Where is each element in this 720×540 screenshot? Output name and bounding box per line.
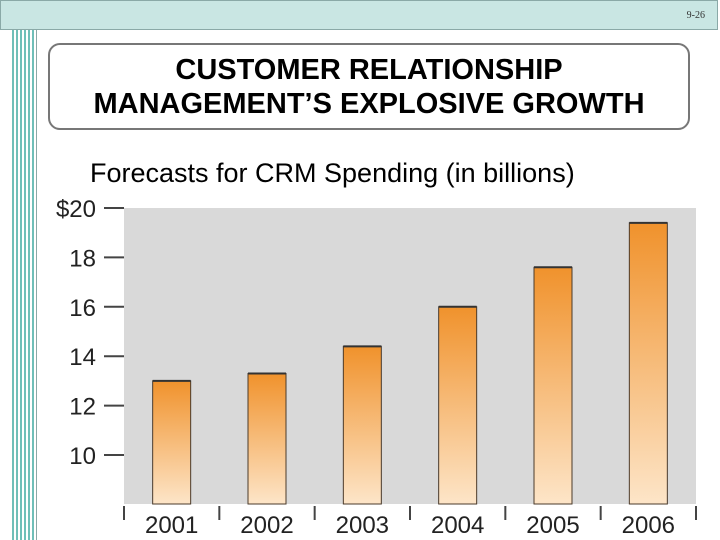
y-axis: 10 12 14 16 18 $20 [56,196,124,470]
title-box: CUSTOMER RELATIONSHIP MANAGEMENT’S EXPLO… [48,43,690,130]
bar-2001 [152,380,192,505]
decorative-stripes [10,30,37,540]
slide-header-bar: 9-26 [0,0,718,30]
y-tick-label: 14 [69,344,96,371]
y-tick-label: 16 [69,295,96,322]
y-tick-label: 10 [69,443,96,470]
slide-number: 9-26 [686,10,705,21]
y-tick-label: $20 [56,196,96,223]
x-axis: 2001 2002 2003 2004 2005 2006 [123,506,697,539]
slide-title-line-1: CUSTOMER RELATIONSHIP [175,53,563,86]
x-tick-label: 2005 [526,512,579,539]
bar-2004 [438,306,478,505]
x-tick-label: 2001 [145,512,198,539]
bar-2003 [342,345,382,505]
y-tick-label: 12 [69,394,96,421]
x-tick-label: 2002 [240,512,293,539]
bar-2005 [533,266,573,505]
plot-area [124,208,696,504]
bar-2006 [628,222,668,505]
y-tick-label: 18 [69,245,96,272]
x-tick-label: 2003 [336,512,389,539]
bars [152,221,668,505]
x-tick-label: 2004 [431,512,484,539]
x-tick-label: 2006 [622,512,675,539]
bar-2002 [247,372,287,505]
chart-title: Forecasts for CRM Spending (in billions) [90,158,575,188]
slide-title-line-2: MANAGEMENT’S EXPLOSIVE GROWTH [93,87,645,120]
